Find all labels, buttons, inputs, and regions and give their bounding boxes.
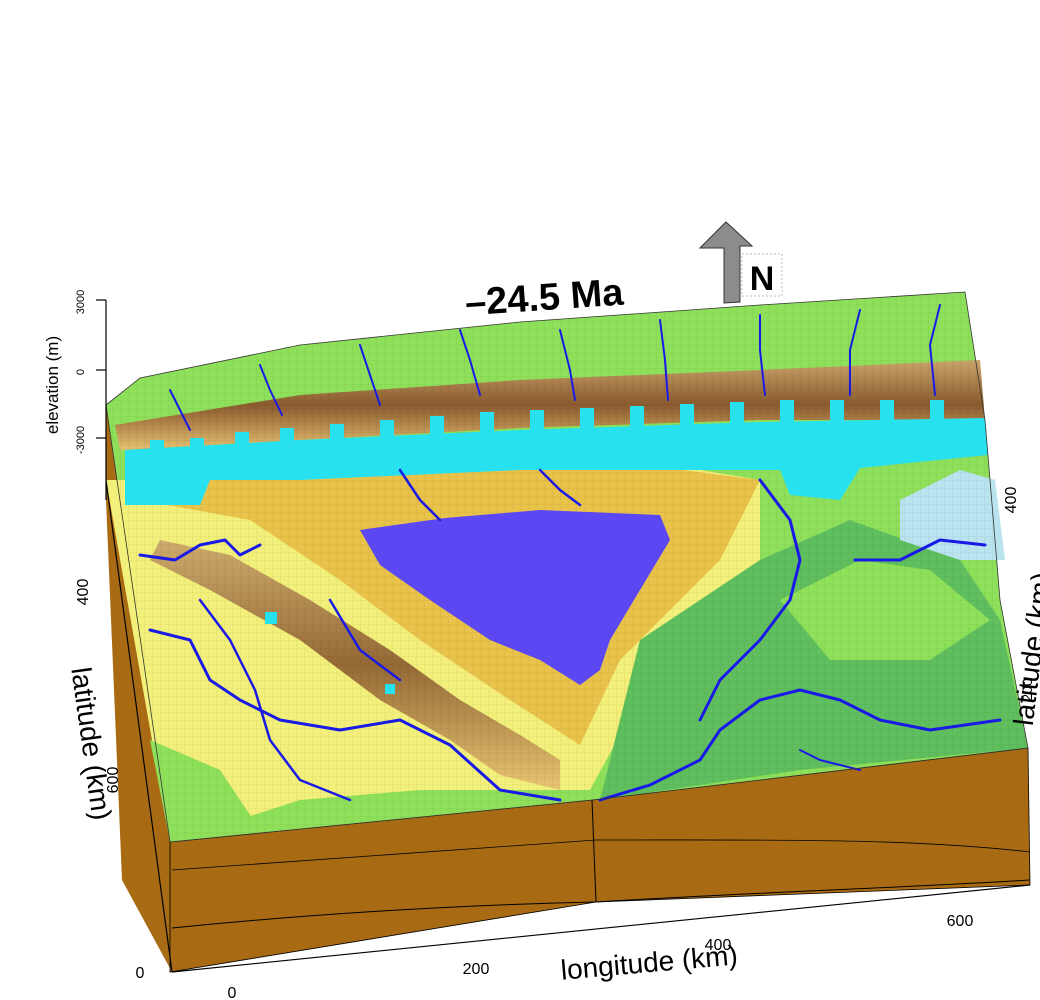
latitude-tick: 600 xyxy=(105,767,122,794)
north-arrow-icon xyxy=(698,221,754,304)
elevation-axis xyxy=(96,299,107,500)
longitude-tick: 200 xyxy=(463,961,490,978)
longitude-tick: 600 xyxy=(947,913,974,930)
elevation-tick: 0 xyxy=(75,369,87,375)
latitude-tick: 400 xyxy=(75,579,92,606)
longitude-axis-line xyxy=(171,884,1031,973)
block-edge xyxy=(591,799,597,903)
longitude-tick: 0 xyxy=(228,985,237,1000)
north-label: N xyxy=(750,260,775,298)
elevation-tick: -3000 xyxy=(75,426,87,454)
corner-tick: 0 xyxy=(136,965,145,982)
longitude-tick: 400 xyxy=(705,937,732,954)
map-frame xyxy=(105,291,1029,843)
elevation-tick: 3000 xyxy=(75,290,87,314)
latitude-axis-label-right: latitude (km) xyxy=(1008,571,1040,728)
latitude-axis-label: latitude (km) xyxy=(65,665,117,822)
latitude-axis-line xyxy=(105,479,173,973)
elevation-axis-label: elevation (m) xyxy=(43,336,62,434)
north-arrow: N xyxy=(698,221,783,304)
river-network xyxy=(138,304,1002,802)
latitude-tick-right: 400 xyxy=(1003,487,1020,514)
latitude-tick-right: 200 xyxy=(1019,678,1035,702)
coastal-strip xyxy=(125,400,988,694)
longitude-axis-label: longitude (km) xyxy=(559,939,738,985)
inland-lake xyxy=(360,510,670,685)
